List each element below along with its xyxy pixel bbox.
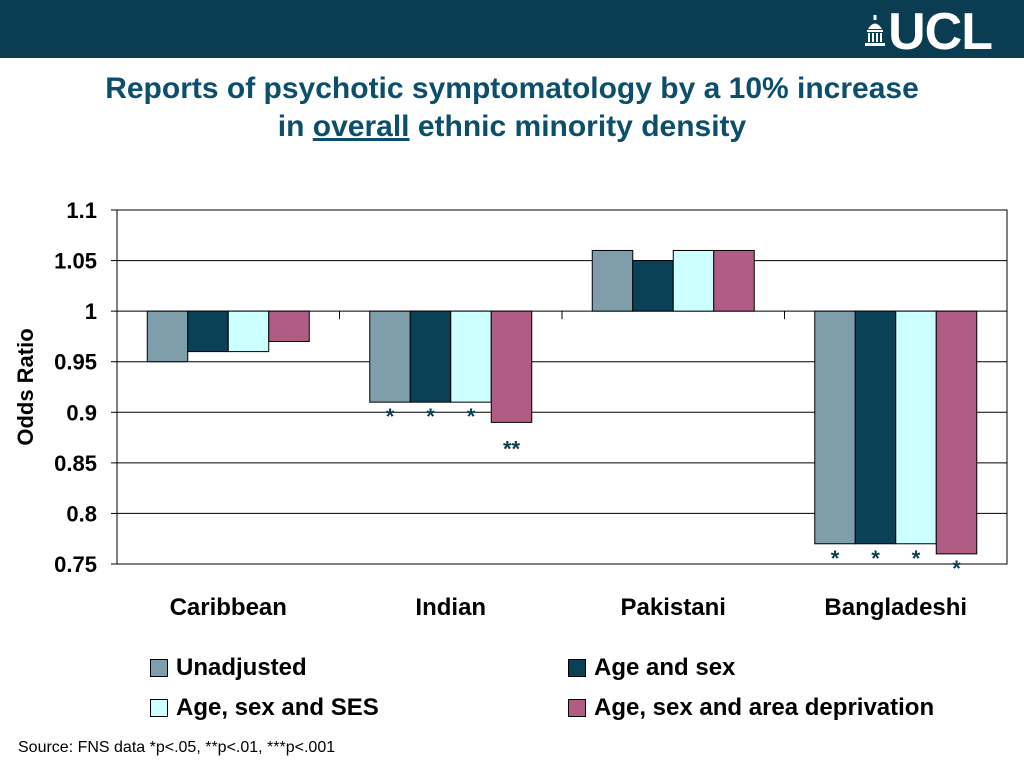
significance-marker: * (871, 546, 880, 571)
header-bar: UCL (0, 0, 1024, 58)
bar (369, 310, 411, 403)
legend-item: Age and sex (568, 654, 735, 682)
category-label: Indian (415, 594, 486, 621)
title-line-1: Reports of psychotic symptomatology by a… (105, 72, 919, 105)
legend-swatch (568, 659, 586, 677)
title-line-2: in overall ethnic minority density (0, 108, 1024, 146)
category-label: Caribbean (170, 594, 287, 621)
y-tick-label: 0.8 (66, 501, 97, 526)
y-tick-label: 0.85 (54, 451, 97, 476)
bar (268, 310, 310, 342)
bar (672, 249, 715, 312)
significance-marker: * (467, 404, 476, 429)
significance-marker: ** (503, 436, 521, 461)
significance-marker: * (952, 556, 961, 581)
significance-marker: * (912, 546, 921, 571)
bar (935, 310, 978, 555)
category-label: Bangladeshi (824, 594, 967, 621)
logo-text: UCL (888, 3, 993, 61)
bar (895, 310, 937, 545)
category-label: Pakistani (621, 594, 726, 621)
bar (632, 260, 674, 312)
bar (146, 310, 189, 363)
y-axis-label: Odds Ratio (13, 328, 38, 445)
legend-label: Age, sex and SES (176, 694, 379, 721)
bar (187, 310, 229, 353)
legend-label: Age and sex (594, 654, 736, 681)
legend-item: Age, sex and area deprivation (568, 694, 934, 722)
legend-item: Age, sex and SES (150, 694, 379, 722)
bar (409, 310, 452, 403)
slide-title: Reports of psychotic symptomatology by a… (0, 70, 1024, 146)
legend-swatch (568, 699, 586, 717)
portico-dome-icon (865, 15, 886, 46)
y-tick-label: 0.75 (54, 552, 97, 577)
bar (227, 310, 270, 353)
significance-marker: * (426, 404, 435, 429)
plot-area (116, 209, 1008, 565)
y-tick-label: 0.9 (66, 400, 97, 425)
legend-swatch (150, 659, 168, 677)
y-tick-label: 1.1 (66, 198, 97, 223)
legend-swatch (150, 699, 168, 717)
bar-chart: 1.1 1.05 1 0.95 0.9 0.85 0.8 0.75 Odds Ratio Cari… (13, 198, 1008, 621)
bar (450, 310, 492, 403)
legend-label: Age, sex and area deprivation (594, 694, 935, 721)
significance-marker: * (831, 546, 840, 571)
legend-label: Unadjusted (176, 654, 307, 681)
bar (814, 310, 856, 545)
ucl-logo: UCL (864, 3, 993, 61)
significance-marker: * (386, 404, 395, 429)
y-tick-label: 1.05 (54, 249, 97, 274)
title-line-2-prefix: in (277, 110, 313, 143)
title-line-2-suffix: ethnic minority density (409, 110, 747, 143)
bar (591, 249, 634, 312)
bar (490, 310, 533, 423)
y-tick-label: 0.95 (54, 350, 97, 375)
title-underlined-word: overall (312, 110, 410, 143)
legend-item: Unadjusted (150, 654, 307, 682)
source-note: Source: FNS data *p<.05, **p<.01, ***p<.… (18, 739, 336, 756)
y-tick-label: 1 (85, 299, 97, 324)
bar (713, 249, 755, 312)
bar (854, 310, 897, 545)
